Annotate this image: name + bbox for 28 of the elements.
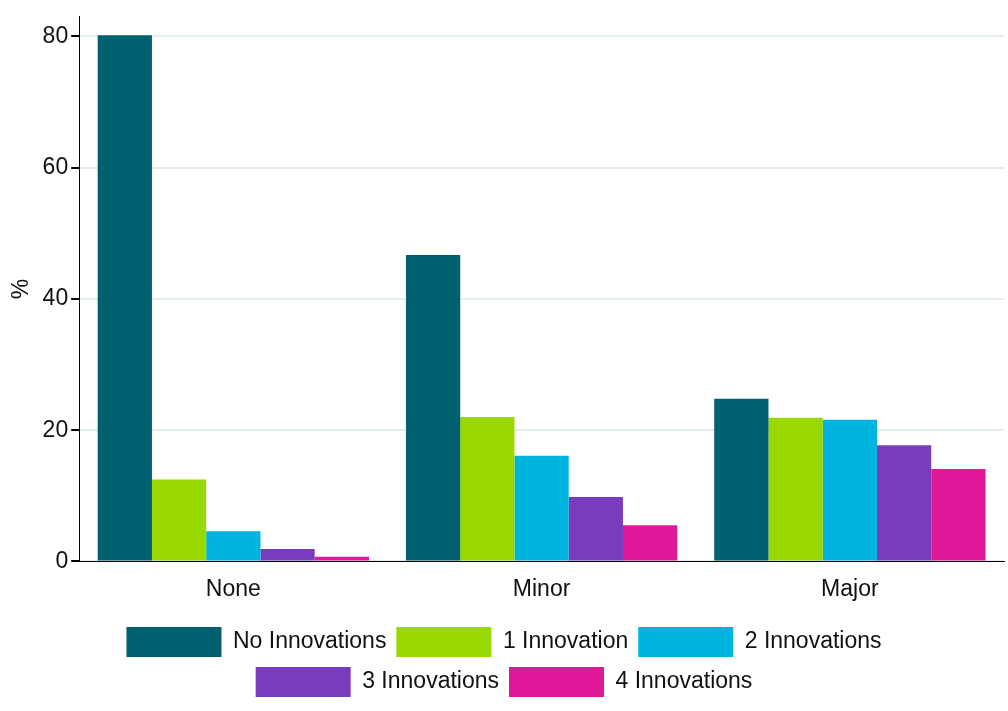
y-tick-label: 0	[55, 546, 69, 573]
bar	[714, 398, 769, 561]
bar	[568, 497, 623, 561]
bar	[206, 531, 261, 561]
y-tick-label: 20	[42, 415, 69, 442]
y-tick-label: 60	[42, 153, 69, 180]
legend-label: 2 Innovations	[744, 627, 882, 654]
bar	[876, 445, 932, 561]
y-tick-label: 80	[42, 21, 69, 48]
bar	[514, 455, 569, 561]
bar	[151, 479, 207, 561]
bar	[822, 419, 877, 561]
legend-label: 3 Innovations	[362, 667, 500, 694]
bar	[405, 254, 461, 561]
bar	[931, 468, 986, 561]
y-axis-title: %	[7, 278, 34, 300]
bar	[622, 525, 678, 561]
legend-label: No Innovations	[232, 627, 387, 654]
y-tick-label: 40	[42, 284, 69, 311]
x-tick-label: Minor	[512, 574, 571, 601]
bar	[260, 548, 315, 561]
bar	[460, 417, 515, 561]
legend-label: 1 Innovation	[502, 627, 629, 654]
bar	[768, 417, 823, 561]
bar	[97, 35, 152, 561]
legend-label: 4 Innovations	[615, 667, 753, 694]
x-tick-label: None	[205, 574, 261, 601]
x-tick-label: Major	[821, 574, 879, 601]
